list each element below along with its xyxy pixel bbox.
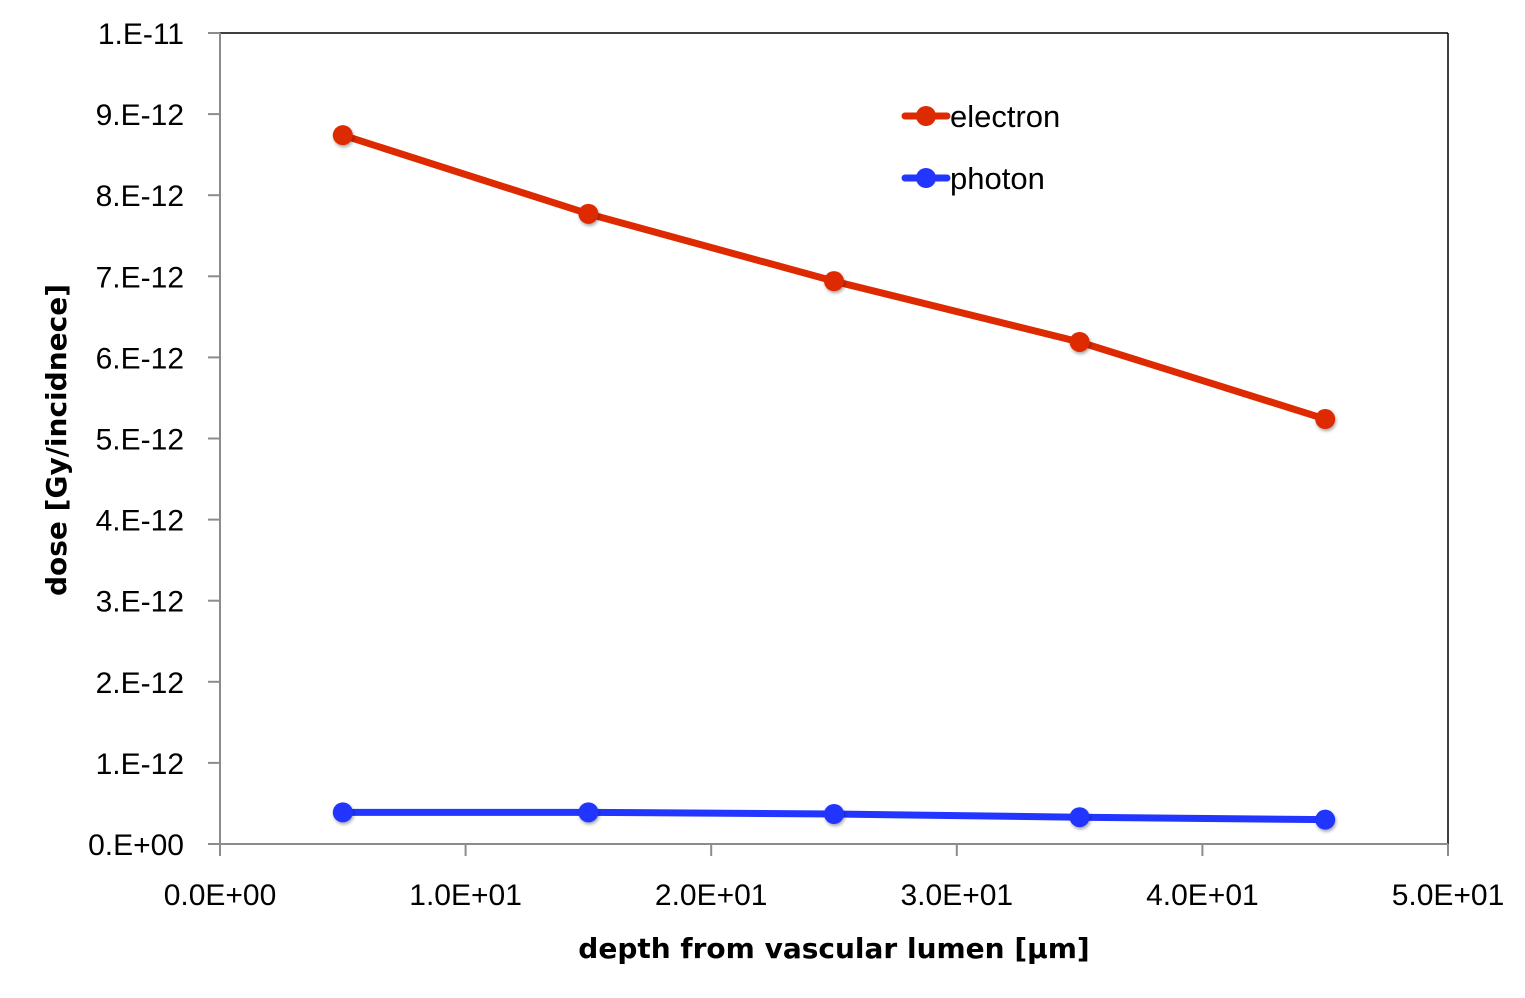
electron-point bbox=[578, 203, 599, 224]
legend-marker bbox=[916, 106, 936, 126]
photon-point bbox=[332, 802, 353, 823]
electron-point bbox=[824, 271, 844, 292]
legend: electron photon bbox=[901, 99, 1060, 196]
x-axis-title: depth from vascular lumen [µm] bbox=[578, 932, 1089, 965]
x-tick-label: 0.0E+00 bbox=[164, 879, 277, 912]
y-tick-label: 8.E-12 bbox=[96, 180, 184, 213]
x-tick-label: 4.0E+01 bbox=[1146, 879, 1259, 912]
series-electron bbox=[332, 125, 1336, 430]
y-tick-label: 7.E-12 bbox=[96, 261, 184, 294]
series-layer bbox=[332, 125, 1336, 830]
legend-label: photon bbox=[950, 161, 1045, 196]
x-axis: 0.0E+00 1.0E+01 2.0E+01 3.0E+01 4.0E+01 5.0E+… bbox=[164, 843, 1505, 912]
y-tick-label: 1.E-12 bbox=[96, 748, 184, 781]
y-tick-label: 5.E-12 bbox=[96, 424, 184, 457]
photon-point bbox=[1069, 807, 1090, 828]
y-tick-label: 0.E+00 bbox=[88, 829, 184, 862]
photon-point bbox=[578, 802, 599, 823]
electron-point bbox=[1315, 409, 1336, 430]
x-tick-label: 2.0E+01 bbox=[655, 879, 768, 912]
y-axis: 0.E+00 1.E-12 2.E-12 3.E-12 4.E-12 5.E-12 6.E-… bbox=[88, 18, 221, 862]
x-tick-label: 3.0E+01 bbox=[900, 879, 1013, 912]
y-axis-title: dose [Gy/incidnece] bbox=[40, 284, 73, 596]
legend-label: electron bbox=[950, 99, 1060, 134]
legend-item-photon: photon bbox=[901, 161, 1045, 196]
plot-frame bbox=[220, 32, 1449, 844]
y-tick-label: 1.E-11 bbox=[98, 18, 184, 51]
x-tick-label: 1.0E+01 bbox=[409, 879, 522, 912]
series-photon bbox=[332, 802, 1336, 830]
legend-item-electron: electron bbox=[901, 99, 1060, 134]
y-tick-label: 6.E-12 bbox=[96, 342, 184, 375]
electron-point bbox=[1069, 331, 1090, 352]
y-tick-label: 3.E-12 bbox=[96, 586, 184, 619]
photon-point bbox=[1315, 809, 1336, 830]
y-tick-label: 2.E-12 bbox=[96, 667, 184, 700]
y-tick-label: 4.E-12 bbox=[96, 505, 184, 538]
legend-marker bbox=[916, 168, 936, 188]
photon-point bbox=[824, 803, 844, 824]
y-tick-label: 9.E-12 bbox=[96, 99, 184, 132]
x-tick-label: 5.0E+01 bbox=[1392, 879, 1505, 912]
electron-point bbox=[332, 125, 353, 146]
